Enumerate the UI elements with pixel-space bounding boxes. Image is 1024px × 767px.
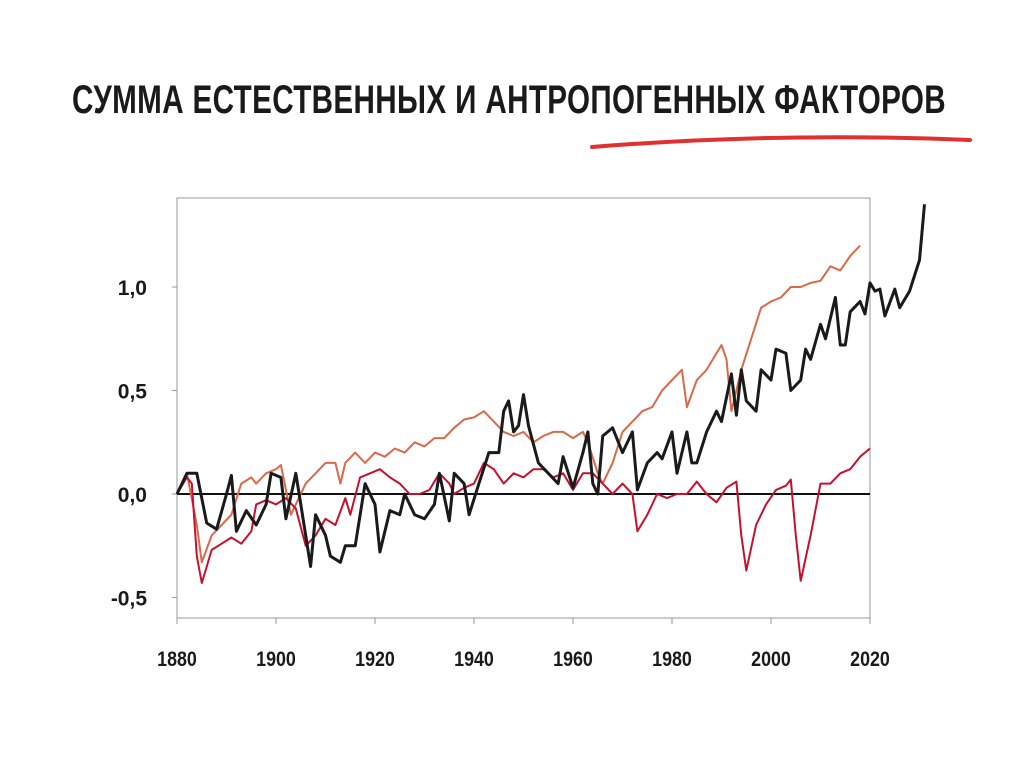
y-tick-label: 1,0 [118,277,147,300]
x-tick-label: 1940 [454,648,494,672]
x-tick-label: 2020 [850,648,890,672]
slide-title: СУММА ЕСТЕСТВЕННЫХ И АНТРОПОГЕННЫХ ФАКТО… [72,78,947,122]
x-tick-label: 1980 [652,648,692,672]
y-tick-label: -0,5 [111,588,148,611]
series-group [175,204,926,584]
x-tick-label: 1960 [553,648,593,672]
x-tick-label: 1900 [256,648,296,672]
y-tick-label: 0,5 [118,381,148,404]
x-tick-label: 2000 [751,648,791,672]
red-underline-stroke [590,135,972,149]
series-line-anthropogenic [176,244,861,564]
x-axis: 1880 1900 1920 1940 1960 1980 2000 2020 [157,618,890,671]
plot-frame [176,197,871,619]
series-line-observed [175,204,926,568]
x-tick-label: 1880 [157,648,197,672]
x-tick-label: 1920 [355,648,395,672]
y-tick-label: 0,0 [118,484,147,507]
y-axis: -0,5 0,0 0,5 1,0 [111,277,177,611]
